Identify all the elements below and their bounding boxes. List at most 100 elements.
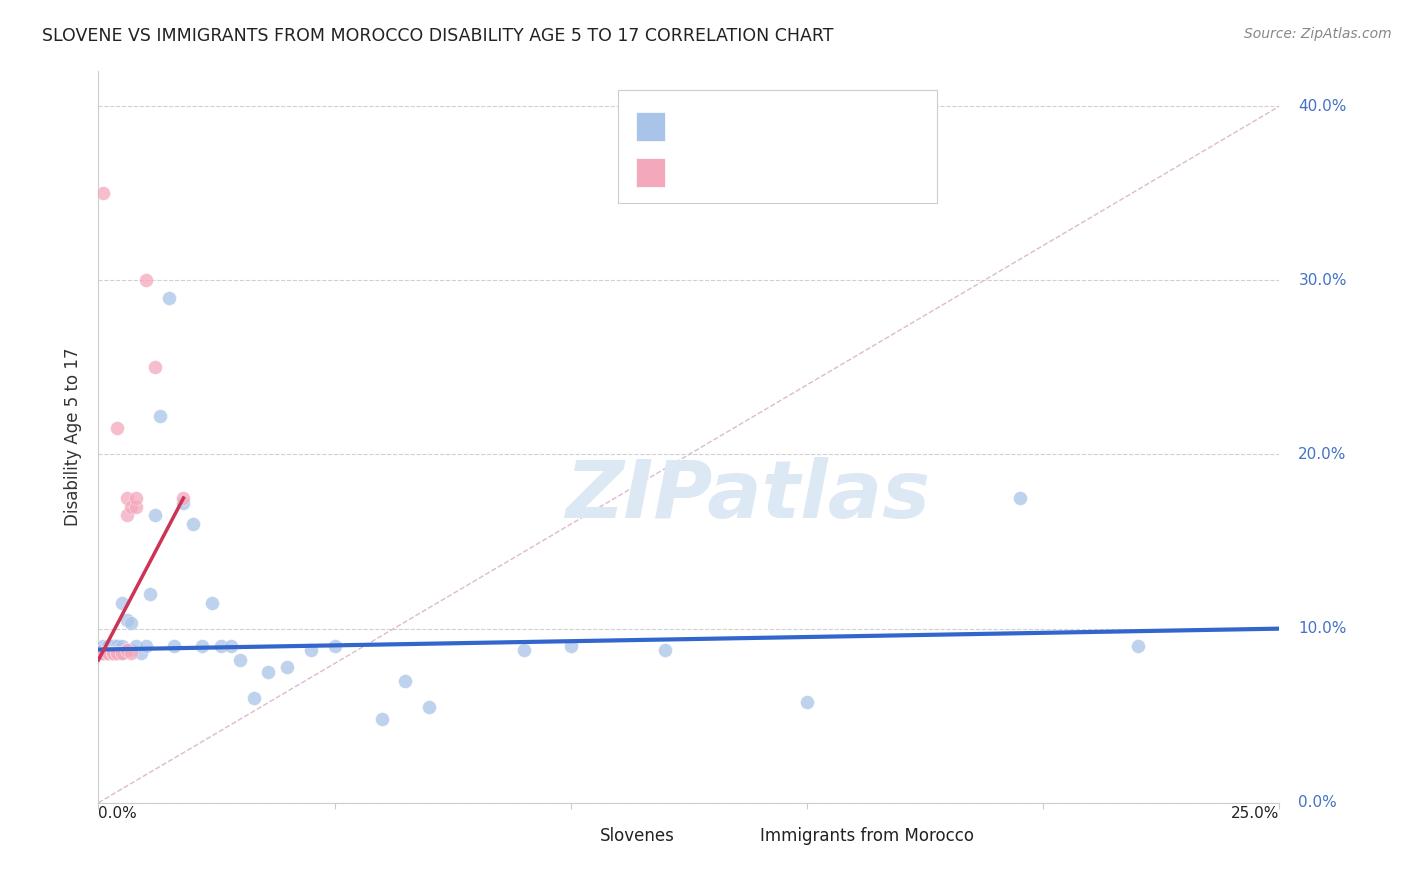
Point xyxy=(101,646,124,660)
Point xyxy=(105,639,128,653)
Point xyxy=(172,491,194,505)
Point xyxy=(139,587,162,601)
Point xyxy=(111,646,134,660)
Text: Slovenes: Slovenes xyxy=(600,827,675,845)
Point xyxy=(101,646,124,660)
Point xyxy=(115,642,138,657)
Point xyxy=(121,646,143,660)
Point xyxy=(191,639,214,653)
Point xyxy=(243,691,266,706)
Point xyxy=(91,646,114,660)
Y-axis label: Disability Age 5 to 17: Disability Age 5 to 17 xyxy=(65,348,83,526)
Point xyxy=(97,646,120,660)
Point xyxy=(163,639,186,653)
Point xyxy=(91,646,114,660)
Point xyxy=(1126,639,1149,653)
Point xyxy=(101,646,124,660)
Point xyxy=(560,639,582,653)
Point xyxy=(91,639,114,653)
FancyBboxPatch shape xyxy=(571,825,595,847)
Point xyxy=(101,646,124,660)
Point xyxy=(125,500,148,514)
Text: SLOVENE VS IMMIGRANTS FROM MOROCCO DISABILITY AGE 5 TO 17 CORRELATION CHART: SLOVENE VS IMMIGRANTS FROM MOROCCO DISAB… xyxy=(42,27,834,45)
Point xyxy=(101,639,124,653)
Point xyxy=(512,642,534,657)
Point xyxy=(121,642,143,657)
Text: 40.0%: 40.0% xyxy=(1298,99,1347,113)
Point xyxy=(97,642,120,657)
Point xyxy=(796,695,818,709)
Point xyxy=(105,646,128,660)
Text: 0.079: 0.079 xyxy=(723,117,769,136)
Point xyxy=(276,660,298,674)
Text: 10.0%: 10.0% xyxy=(1298,621,1347,636)
Point xyxy=(135,273,157,287)
Point xyxy=(201,595,224,609)
Point xyxy=(129,646,152,660)
FancyBboxPatch shape xyxy=(636,112,665,141)
Point xyxy=(115,642,138,657)
Point xyxy=(111,639,134,653)
Text: 30: 30 xyxy=(842,163,863,181)
Point xyxy=(97,646,120,660)
Text: ZIPatlas: ZIPatlas xyxy=(565,457,931,534)
Point xyxy=(181,517,204,532)
Point xyxy=(125,639,148,653)
Point xyxy=(257,665,280,680)
Text: N =: N = xyxy=(797,163,835,181)
Point xyxy=(115,613,138,627)
Point xyxy=(105,646,128,660)
Point xyxy=(111,646,134,660)
Point xyxy=(105,421,128,435)
Point xyxy=(143,508,166,523)
Point xyxy=(371,712,394,726)
Point xyxy=(101,646,124,660)
Point xyxy=(97,646,120,660)
Text: 0.0%: 0.0% xyxy=(1298,796,1337,810)
Text: Immigrants from Morocco: Immigrants from Morocco xyxy=(759,827,974,845)
Point xyxy=(172,496,194,510)
Point xyxy=(91,646,114,660)
Text: N =: N = xyxy=(797,117,835,136)
Point xyxy=(125,491,148,505)
Point xyxy=(91,646,114,660)
Point xyxy=(299,642,322,657)
FancyBboxPatch shape xyxy=(730,825,754,847)
Text: R =: R = xyxy=(683,163,718,181)
Point xyxy=(115,491,138,505)
Point xyxy=(111,595,134,609)
Point xyxy=(111,646,134,660)
Point xyxy=(115,642,138,657)
Point xyxy=(105,642,128,657)
Text: 20.0%: 20.0% xyxy=(1298,447,1347,462)
Point xyxy=(91,646,114,660)
Point xyxy=(135,639,157,653)
Point xyxy=(91,642,114,657)
FancyBboxPatch shape xyxy=(636,158,665,187)
Point xyxy=(654,642,676,657)
Point xyxy=(394,673,416,688)
Point xyxy=(121,500,143,514)
FancyBboxPatch shape xyxy=(619,90,936,203)
Point xyxy=(97,639,120,653)
Point xyxy=(418,700,440,714)
Point xyxy=(97,646,120,660)
Point xyxy=(121,616,143,631)
Point xyxy=(105,646,128,660)
Point xyxy=(1008,491,1031,505)
Text: Source: ZipAtlas.com: Source: ZipAtlas.com xyxy=(1244,27,1392,41)
Point xyxy=(219,639,242,653)
Point xyxy=(101,646,124,660)
Text: 0.324: 0.324 xyxy=(723,163,769,181)
Point xyxy=(101,642,124,657)
Point xyxy=(157,291,180,305)
Point xyxy=(97,639,120,653)
Point xyxy=(229,653,252,667)
Point xyxy=(323,639,346,653)
Text: 0.0%: 0.0% xyxy=(98,806,138,822)
Text: R =: R = xyxy=(683,117,718,136)
Point xyxy=(101,639,124,653)
Point xyxy=(115,508,138,523)
Text: 25.0%: 25.0% xyxy=(1232,806,1279,822)
Point xyxy=(209,639,232,653)
